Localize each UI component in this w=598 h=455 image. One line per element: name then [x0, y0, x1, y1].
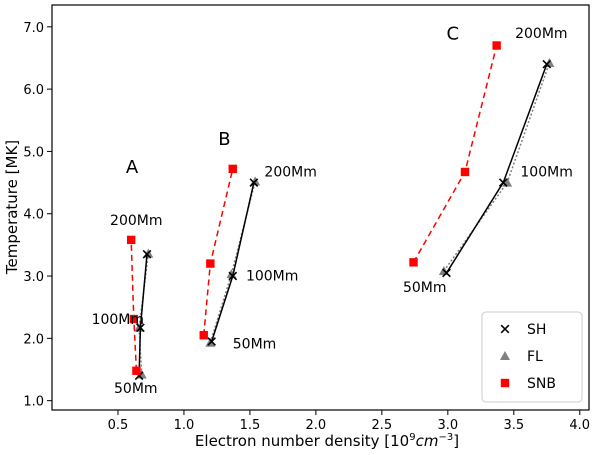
- data-point-sh: [442, 268, 451, 278]
- y-tick-label: 2.0: [23, 332, 44, 347]
- x-tick-label: 3.0: [437, 418, 458, 433]
- legend-marker-sh: [500, 324, 510, 334]
- data-point-snb: [492, 41, 501, 50]
- series-line-snb: [202, 168, 234, 336]
- data-point-sh: [498, 178, 508, 187]
- y-tick-label: 4.0: [23, 208, 44, 223]
- data-point-snb: [126, 235, 136, 245]
- height-label: 50Mm: [233, 336, 277, 352]
- x-axis-label: Electron number density [109cm−3]: [195, 432, 459, 450]
- data-point-sh: [136, 323, 145, 333]
- height-label: 200Mm: [515, 26, 567, 42]
- region-label: A: [126, 157, 139, 178]
- series-line-sh: [210, 182, 255, 342]
- legend-label-fl: FL: [527, 349, 543, 365]
- data-point-snb: [206, 259, 215, 268]
- height-label: 50Mm: [403, 280, 447, 296]
- region-label: B: [218, 129, 230, 150]
- x-tick-label: 1.0: [174, 418, 195, 433]
- legend-marker-snb: [500, 378, 510, 388]
- height-label: 50Mm: [114, 381, 158, 397]
- data-point-sh: [142, 249, 152, 259]
- y-tick-label: 3.0: [23, 270, 44, 285]
- x-tick-label: 0.5: [108, 418, 129, 433]
- x-tick-label: 1.5: [240, 418, 261, 433]
- legend-label-snb: SNB: [527, 376, 556, 392]
- plot-area: A B C 200Mm 100Mm 50Mm 200Mm 100Mm 50Mm 200Mm 100M…: [92, 23, 573, 397]
- x-tick-label: 3.5: [503, 418, 524, 433]
- legend: SH FL SNB: [481, 311, 583, 403]
- region-label: C: [447, 23, 460, 44]
- data-point-snb: [199, 331, 208, 340]
- axes: 0.5 1.0 1.5 2.0 2.5 3.0 3.5 4.0 1.0 2.0 3.0 4.0 5.0 6…: [23, 4, 590, 433]
- data-point-snb: [460, 167, 470, 177]
- data-point-snb: [228, 164, 237, 174]
- data-point-snb: [132, 366, 141, 375]
- y-tick-label: 5.0: [23, 145, 44, 160]
- data-point-sh: [207, 337, 217, 346]
- height-label: 100Mm: [520, 164, 572, 180]
- series-snb: [126, 41, 501, 375]
- y-tick-label: 6.0: [23, 83, 44, 98]
- y-axis-label: Temperature [MK]: [3, 140, 21, 275]
- series-sh: [134, 59, 552, 381]
- x-tick-label: 2.0: [306, 418, 327, 433]
- series-line-snb: [130, 239, 138, 371]
- legend-marker-fl: [500, 351, 510, 360]
- height-label: 100Mm: [246, 268, 298, 284]
- data-point-sh: [542, 59, 552, 69]
- data-point-snb: [129, 314, 139, 324]
- height-label: 200Mm: [264, 164, 316, 180]
- data-point-snb: [409, 258, 418, 267]
- y-tick-label: 7.0: [23, 21, 44, 36]
- series-line-snb: [412, 45, 498, 263]
- plot-frame: [51, 4, 590, 411]
- legend-label-sh: SH: [527, 322, 546, 338]
- height-label: 200Mm: [110, 213, 162, 229]
- data-point-sh: [228, 271, 238, 281]
- data-point-sh: [249, 178, 259, 187]
- x-tick-label: 2.5: [372, 418, 393, 433]
- height-label: 100Mm: [92, 312, 144, 328]
- x-tick-label: 4.0: [569, 418, 590, 433]
- y-tick-label: 1.0: [23, 395, 44, 410]
